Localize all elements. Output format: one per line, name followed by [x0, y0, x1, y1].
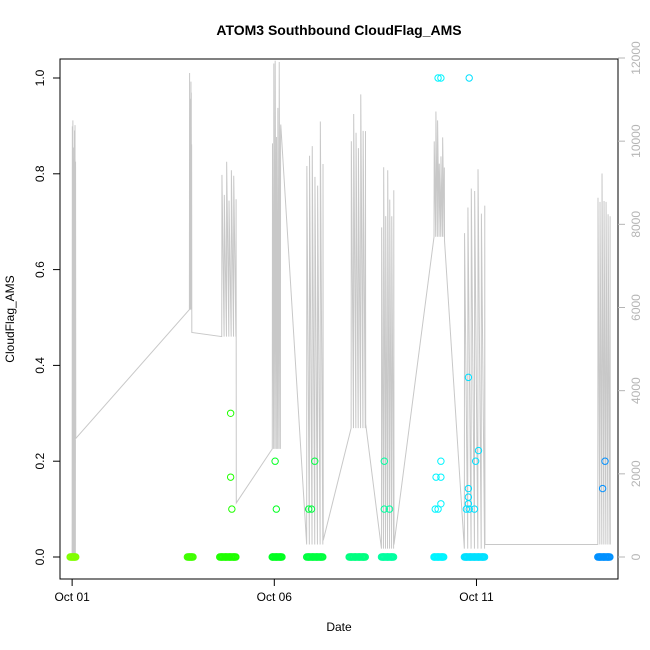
data-point [226, 473, 235, 481]
data-point [380, 505, 388, 513]
data-point [271, 457, 279, 465]
data-point [470, 553, 479, 561]
data-point [434, 74, 442, 82]
data-point [431, 505, 439, 513]
data-point [437, 473, 445, 481]
data-point [230, 553, 238, 561]
data-point [464, 373, 473, 382]
data-point [228, 505, 236, 513]
right-axis-line-series [71, 60, 611, 558]
data-point [222, 553, 230, 561]
data-point [226, 409, 235, 417]
y2-tick-label: 8000 [629, 211, 643, 238]
scatter-points [66, 74, 614, 561]
data-point [438, 553, 446, 561]
x-axis-label: Date [326, 620, 352, 634]
data-point [437, 500, 445, 508]
data-point [600, 553, 608, 561]
y-axis: 0.0 0.2 0.4 0.6 0.8 1.0 [33, 69, 60, 565]
x-tick-label: Oct 11 [459, 590, 494, 604]
data-point [430, 553, 438, 561]
y-tick-label: 0.4 [33, 357, 47, 374]
y2-tick-label: 10000 [629, 124, 643, 158]
data-point [70, 553, 78, 561]
y2-tick-label: 4000 [629, 377, 643, 404]
plot-frame [59, 58, 619, 580]
y2-tick-label: 2000 [629, 460, 643, 487]
x-axis: Oct 01 Oct 06 Oct 11 [54, 579, 494, 604]
y-tick-label: 0.2 [33, 453, 47, 470]
chart-title: ATOM3 Southbound CloudFlag_AMS [216, 22, 461, 38]
data-point [437, 457, 445, 465]
data-point [465, 74, 473, 82]
data-point [268, 553, 276, 561]
data-point [272, 553, 281, 561]
data-point [380, 457, 388, 465]
data-point [474, 553, 483, 561]
y-axis-label: CloudFlag_AMS [3, 275, 17, 362]
data-point [464, 493, 473, 501]
data-point [387, 553, 396, 561]
data-point [317, 553, 325, 561]
data-point [187, 553, 196, 561]
right-y-axis: 0 2000 4000 6000 8000 10000 12000 [618, 41, 643, 560]
data-point [309, 553, 317, 561]
data-point [313, 553, 321, 561]
data-point [464, 484, 473, 493]
line-series-path [71, 60, 611, 558]
data-point [68, 553, 76, 561]
y-tick-label: 1.0 [33, 69, 47, 86]
y2-tick-label: 12000 [629, 41, 643, 75]
data-point [598, 484, 607, 493]
y2-tick-label: 6000 [629, 294, 643, 321]
y-tick-label: 0.0 [33, 548, 47, 565]
x-tick-label: Oct 01 [54, 590, 90, 604]
data-point [470, 505, 479, 513]
y-tick-label: 0.8 [33, 165, 47, 182]
data-point [478, 553, 487, 561]
data-point [434, 553, 442, 561]
data-point [272, 505, 281, 513]
data-point [351, 553, 359, 561]
data-point [437, 74, 445, 82]
data-point [311, 457, 319, 465]
data-point [304, 553, 313, 561]
data-point [307, 505, 316, 513]
x-tick-label: Oct 06 [257, 590, 293, 604]
data-point [465, 505, 473, 513]
y-tick-label: 0.6 [33, 261, 47, 278]
data-point [432, 473, 440, 481]
data-point [471, 457, 480, 465]
data-point [604, 553, 612, 561]
data-point [359, 553, 367, 561]
data-point [276, 553, 285, 561]
y2-tick-label: 0 [629, 553, 643, 560]
data-point [185, 553, 194, 561]
data-point [462, 553, 471, 561]
data-point [474, 446, 483, 455]
data-point [347, 553, 355, 561]
data-point [466, 553, 475, 561]
data-point [355, 553, 363, 561]
data-point [379, 553, 388, 561]
data-point [383, 553, 392, 561]
data-point [226, 553, 234, 561]
data-point [596, 553, 604, 561]
data-point [385, 505, 394, 513]
data-point [601, 457, 609, 465]
data-point [304, 505, 313, 513]
data-point [218, 553, 226, 561]
